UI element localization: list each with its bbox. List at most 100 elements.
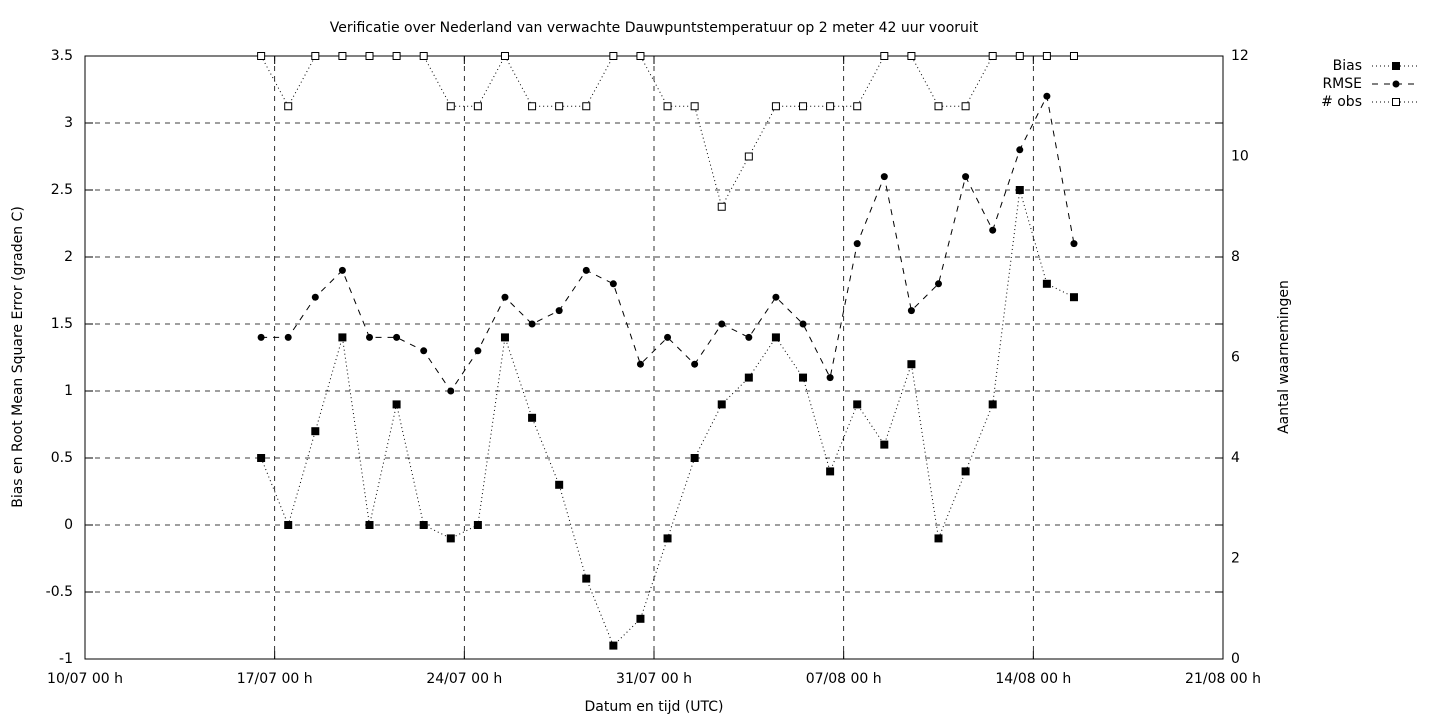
point <box>419 521 428 529</box>
point <box>420 347 428 355</box>
point <box>446 102 455 111</box>
point <box>853 400 862 409</box>
point <box>826 374 834 382</box>
point <box>500 333 509 342</box>
point <box>907 52 916 60</box>
x-axis-label: Datum en tijd (UTC) <box>584 699 723 715</box>
point <box>771 102 780 111</box>
point <box>799 373 808 382</box>
point <box>311 293 319 301</box>
series-line <box>260 189 1075 647</box>
point <box>690 102 699 111</box>
x-tick-label: 31/07 00 h <box>616 671 692 687</box>
point <box>1069 52 1078 60</box>
point <box>528 102 537 111</box>
y2-tick-label: 8 <box>1231 249 1240 265</box>
point <box>338 52 347 60</box>
point <box>257 454 266 462</box>
point <box>988 400 997 409</box>
point <box>528 320 536 328</box>
point <box>284 102 293 111</box>
legend-label: # obs <box>1321 94 1362 110</box>
point <box>365 521 374 529</box>
y2-tick-label: 0 <box>1231 651 1240 667</box>
point <box>474 347 482 355</box>
point <box>392 400 401 409</box>
y-tick-label: 3.5 <box>51 48 73 64</box>
point <box>663 102 672 111</box>
point <box>880 52 889 60</box>
series-line <box>261 94 1075 392</box>
point <box>799 102 808 111</box>
point <box>935 280 942 288</box>
point <box>338 266 346 274</box>
legend-marker <box>1392 80 1400 88</box>
point <box>717 202 726 211</box>
legend-label: Bias <box>1333 58 1362 74</box>
y-tick-label: 0.5 <box>51 450 73 466</box>
point <box>1016 146 1024 154</box>
point <box>419 52 428 60</box>
point <box>988 52 997 60</box>
y2-tick-label: 2 <box>1231 551 1240 567</box>
point <box>934 102 943 111</box>
point <box>284 333 292 341</box>
point <box>989 226 997 234</box>
point <box>257 52 266 60</box>
y-tick-label: 3 <box>64 115 73 131</box>
point <box>609 641 618 650</box>
point <box>609 52 618 60</box>
point <box>771 333 780 342</box>
point <box>853 102 862 111</box>
point <box>257 333 265 341</box>
legend-marker <box>1392 62 1400 70</box>
point <box>826 467 835 476</box>
point <box>962 173 970 181</box>
point <box>718 320 726 328</box>
y2-tick-label: 4 <box>1231 450 1240 466</box>
point <box>772 293 780 301</box>
point <box>365 52 374 60</box>
point <box>473 521 482 529</box>
point <box>880 173 888 181</box>
y-tick-label: 2.5 <box>51 182 73 198</box>
point <box>853 240 861 248</box>
y2-axis-label: Aantal waarnemingen <box>1276 280 1292 434</box>
point <box>961 467 970 476</box>
point <box>446 534 455 543</box>
point <box>582 266 590 274</box>
point <box>636 360 644 368</box>
legend-marker <box>1392 98 1400 106</box>
point <box>799 320 807 328</box>
series-line <box>260 54 1074 209</box>
point <box>717 400 726 409</box>
point <box>907 307 915 315</box>
x-tick-label: 10/07 00 h <box>47 671 123 687</box>
point <box>582 574 591 583</box>
x-tick-label: 24/07 00 h <box>426 671 502 687</box>
point <box>501 293 509 301</box>
point <box>366 333 373 341</box>
point <box>1069 293 1078 302</box>
point <box>934 534 943 543</box>
point <box>528 413 537 422</box>
point <box>826 102 835 111</box>
point <box>582 102 591 111</box>
point <box>1070 240 1078 248</box>
point <box>1042 52 1051 60</box>
point <box>311 52 320 60</box>
point <box>663 534 672 543</box>
y-tick-label: 1 <box>64 383 73 399</box>
point <box>636 52 645 60</box>
point <box>338 333 347 342</box>
legend-label: RMSE <box>1322 76 1362 92</box>
y-tick-label: 2 <box>64 249 73 265</box>
point <box>392 52 401 60</box>
point <box>473 102 482 111</box>
point <box>284 521 293 529</box>
point <box>609 280 617 288</box>
y2-tick-label: 6 <box>1231 350 1240 366</box>
point <box>907 360 916 369</box>
point <box>745 333 753 341</box>
